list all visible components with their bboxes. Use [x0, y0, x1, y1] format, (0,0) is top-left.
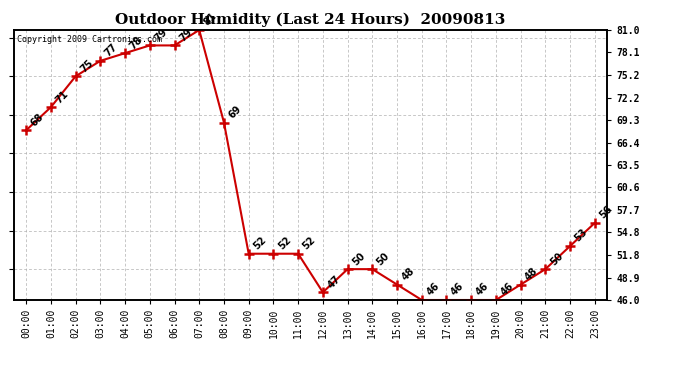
Text: 56: 56 [598, 204, 614, 221]
Text: 78: 78 [128, 34, 144, 51]
Text: 71: 71 [54, 88, 70, 105]
Text: 50: 50 [375, 251, 392, 267]
Text: 79: 79 [177, 27, 194, 43]
Text: 50: 50 [548, 251, 565, 267]
Text: 47: 47 [326, 273, 342, 290]
Text: 75: 75 [79, 57, 95, 74]
Text: 79: 79 [152, 27, 169, 43]
Text: 52: 52 [276, 235, 293, 252]
Text: 46: 46 [424, 281, 441, 298]
Text: 53: 53 [573, 227, 589, 244]
Title: Outdoor Humidity (Last 24 Hours)  20090813: Outdoor Humidity (Last 24 Hours) 2009081… [115, 13, 506, 27]
Text: 68: 68 [29, 111, 46, 128]
Text: 48: 48 [400, 266, 417, 282]
Text: 69: 69 [227, 104, 244, 120]
Text: 46: 46 [499, 281, 515, 298]
Text: 50: 50 [351, 251, 367, 267]
Text: Copyright 2009 Cartronics.com: Copyright 2009 Cartronics.com [17, 35, 161, 44]
Text: 46: 46 [474, 281, 491, 298]
Text: 46: 46 [449, 281, 466, 298]
Text: 77: 77 [103, 42, 120, 59]
Text: 52: 52 [251, 235, 268, 252]
Text: 81: 81 [202, 11, 219, 28]
Text: 48: 48 [524, 266, 540, 282]
Text: 52: 52 [301, 235, 317, 252]
